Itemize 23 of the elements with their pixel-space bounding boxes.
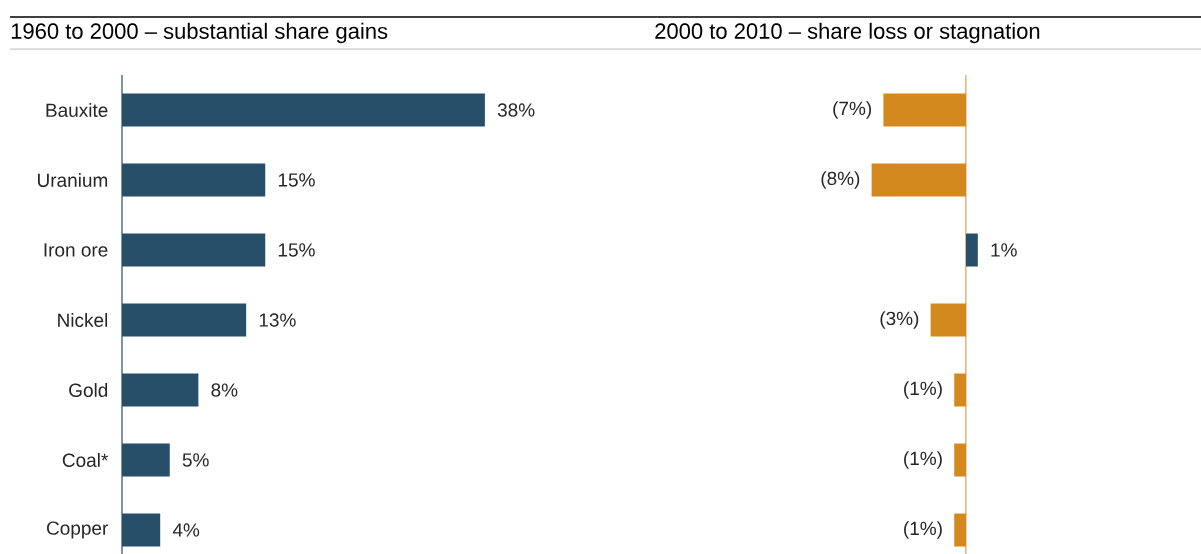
data-label: (1%)	[904, 521, 942, 539]
chart-title: 2000 to 2010 – share loss or stagnation	[655, 22, 1040, 44]
y-tick-label: Iron ore	[44, 243, 108, 257]
data-label: 1%	[991, 243, 1017, 257]
y-tick-label: Bauxite	[46, 103, 108, 117]
y-tick-label: Coal*	[62, 453, 109, 467]
chart-title: 1960 to 2000 – substantial share gains	[11, 22, 388, 44]
y-tick-label: Nickel	[58, 313, 108, 327]
y-tick-label: Gold	[69, 383, 108, 397]
data-label: 38%	[497, 103, 535, 117]
y-tick-label: Uranium	[37, 173, 108, 187]
data-label: (3%)	[880, 311, 919, 329]
data-label: 4%	[172, 523, 200, 537]
data-label: (7%)	[833, 101, 872, 119]
data-label: 13%	[259, 313, 296, 327]
data-label: (1%)	[904, 381, 942, 399]
data-label: 15%	[278, 173, 315, 187]
data-label: (1%)	[904, 451, 942, 469]
data-label: 15%	[278, 243, 315, 257]
data-label: 5%	[182, 453, 209, 467]
y-tick-label: Copper	[46, 521, 108, 539]
data-label: 8%	[211, 383, 238, 397]
data-label: (8%)	[821, 171, 860, 189]
